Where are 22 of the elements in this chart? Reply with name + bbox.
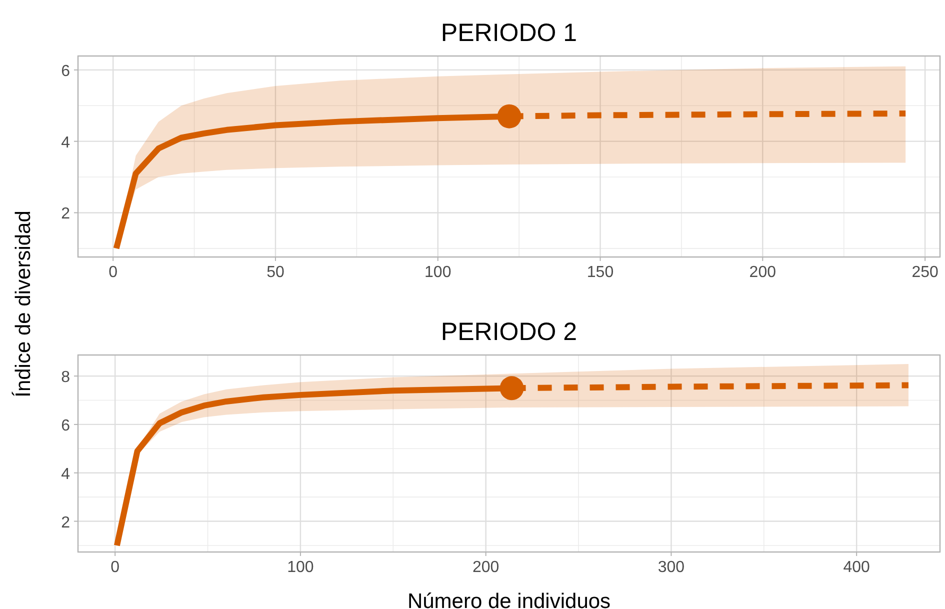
- y-tick-label: 2: [61, 206, 70, 223]
- x-tick-label: 50: [266, 264, 284, 281]
- x-tick-label: 200: [749, 264, 776, 281]
- x-tick-label: 100: [287, 559, 314, 576]
- chart-title: PERIODO 1: [440, 19, 578, 47]
- y-tick-label: 6: [61, 417, 70, 434]
- x-tick-label: 300: [658, 559, 685, 576]
- y-axis-title: Índice de diversidad: [11, 210, 35, 398]
- x-tick-label: 100: [424, 264, 452, 281]
- y-tick-label: 4: [61, 134, 70, 152]
- x-tick-label: 400: [843, 559, 870, 576]
- x-tick-label: 150: [586, 264, 614, 281]
- x-tick-label: 0: [110, 559, 120, 576]
- x-tick-label: 200: [472, 559, 500, 576]
- x-axis-title: Número de individuos: [407, 590, 611, 609]
- x-tick-label: 250: [912, 264, 939, 281]
- y-tick-label: 6: [61, 62, 70, 80]
- chart-title: PERIODO 2: [440, 318, 578, 346]
- y-tick-label: 4: [61, 466, 70, 483]
- x-tick-label: 0: [108, 264, 118, 281]
- y-tick-label: 2: [61, 514, 70, 532]
- y-tick-label: 8: [61, 369, 70, 386]
